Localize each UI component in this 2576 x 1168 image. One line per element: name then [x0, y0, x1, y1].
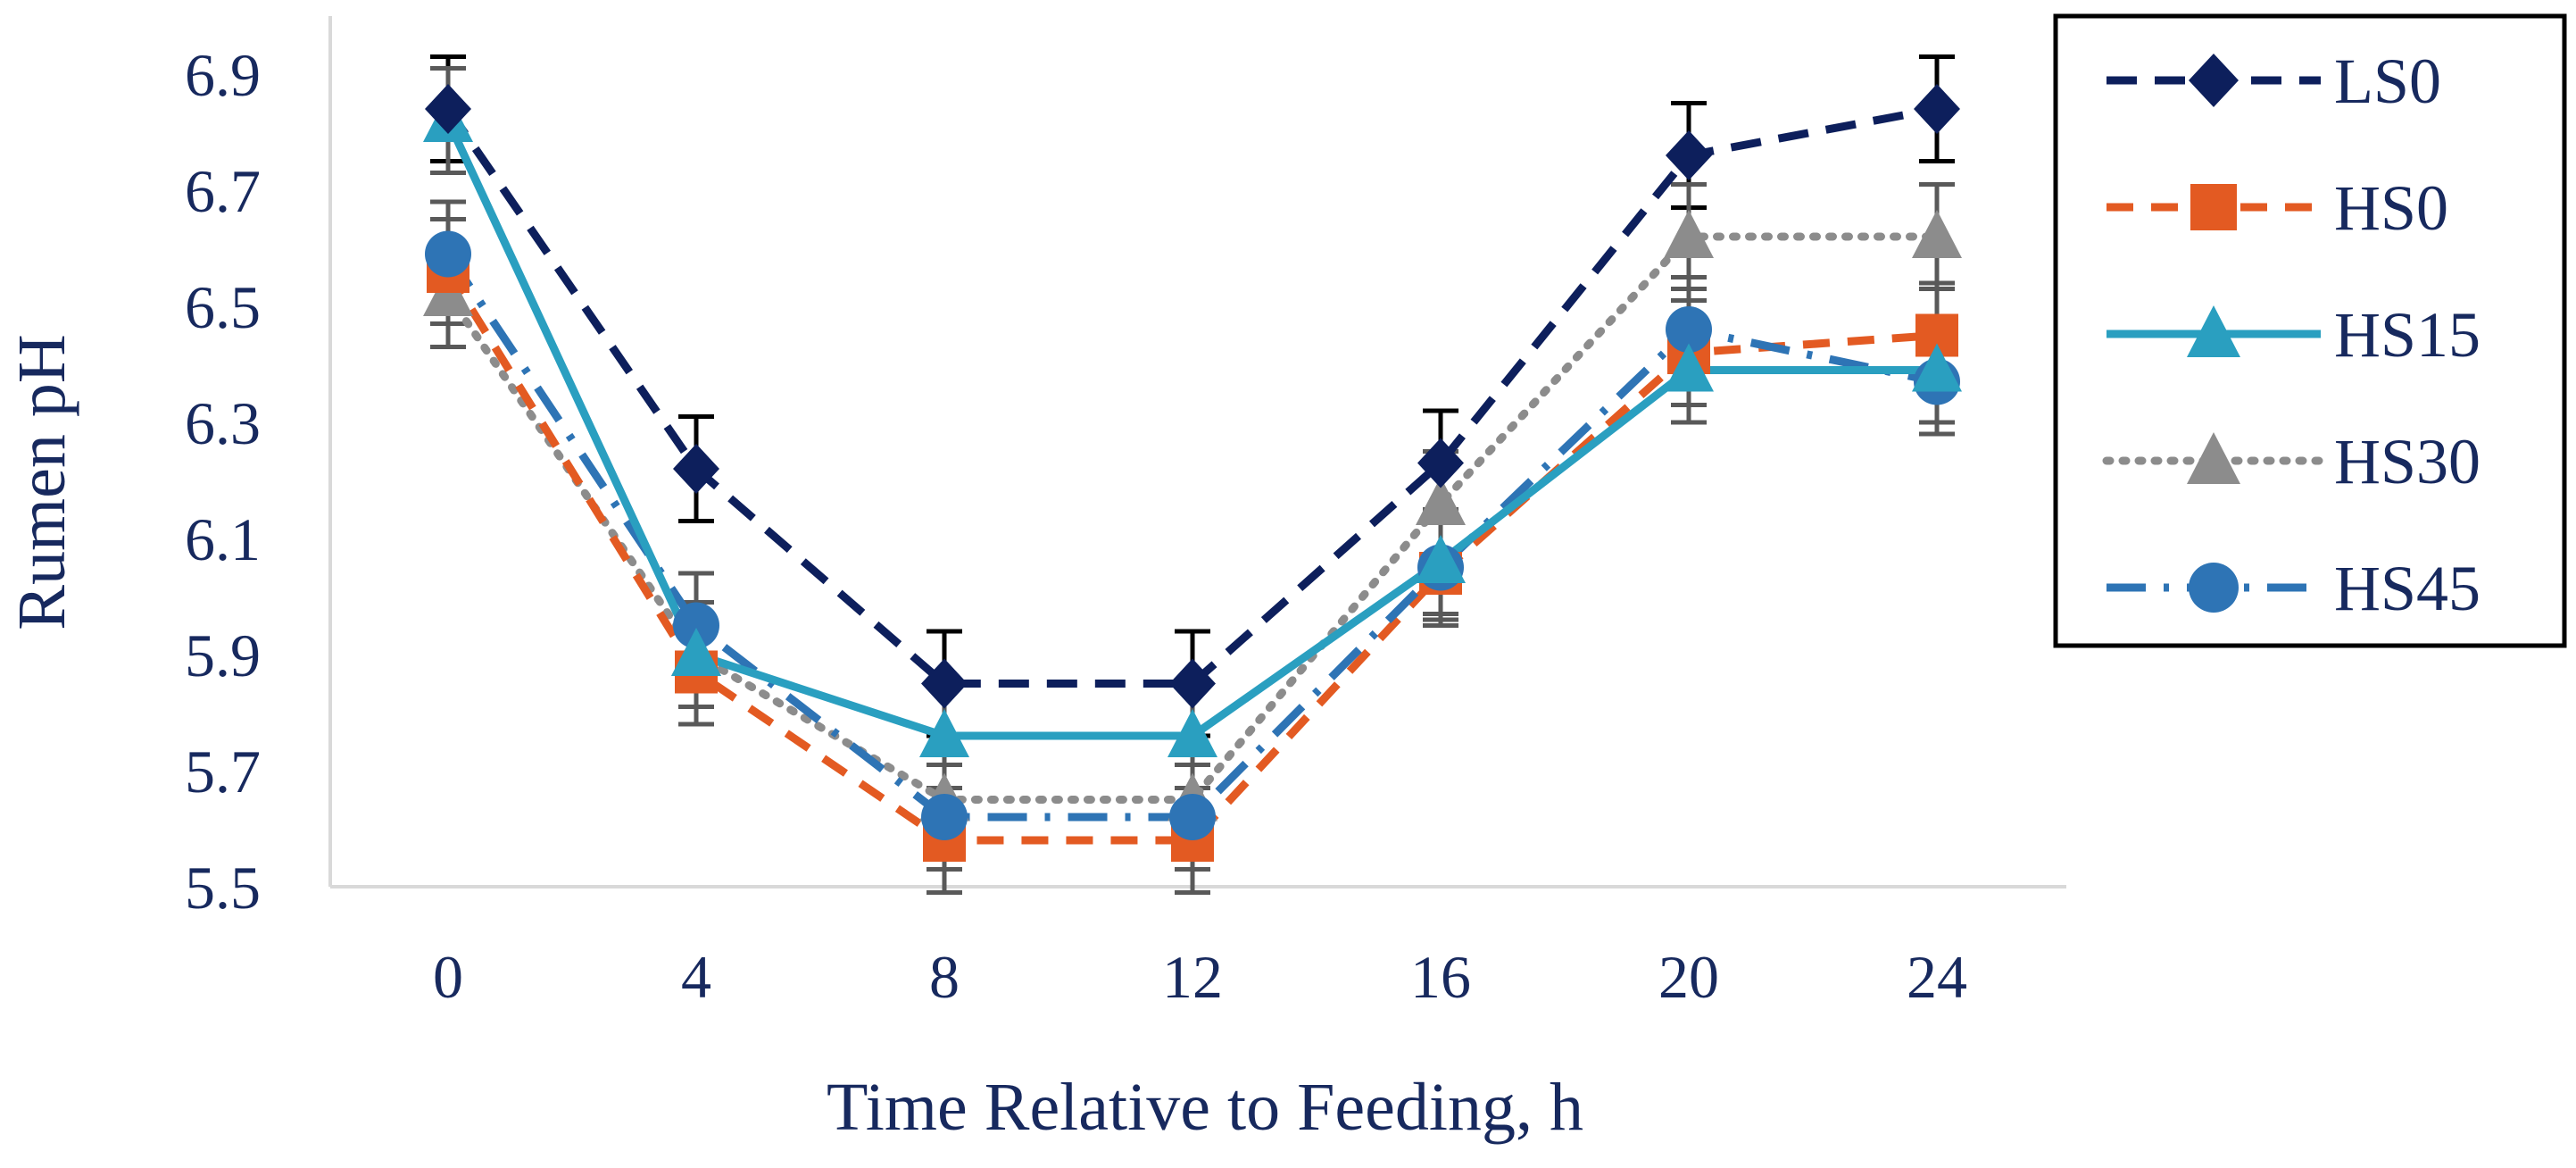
series-markers	[423, 84, 1962, 862]
data-point-hs45	[1666, 306, 1712, 353]
tick-labels: 5.5 5.7 5.9 6.1 6.3 6.5 6.7 6.9 0 4 8 12 16 20 24	[185, 41, 1967, 1011]
data-point-hs30	[1416, 477, 1466, 525]
x-tick-label: 4	[681, 943, 711, 1011]
data-point-ls0	[1417, 438, 1464, 488]
data-point-ls0	[425, 84, 471, 134]
x-tick-label: 16	[1410, 943, 1471, 1011]
legend-marker-ls0	[2189, 54, 2239, 107]
data-point-hs45	[673, 602, 719, 649]
y-tick-label: 6.5	[185, 273, 261, 341]
data-point-hs15	[671, 628, 721, 676]
data-point-ls0	[1169, 658, 1216, 709]
legend-label-hs45: HS45	[2334, 553, 2480, 624]
x-tick-label: 8	[929, 943, 960, 1011]
data-point-ls0	[673, 444, 719, 494]
x-tick-label: 20	[1658, 943, 1719, 1011]
legend-marker-hs45	[2189, 563, 2239, 613]
y-tick-label: 5.7	[185, 738, 261, 805]
data-point-hs15	[919, 709, 969, 757]
legend-label-ls0: LS0	[2334, 46, 2441, 117]
legend-marker-hs30	[2187, 432, 2240, 484]
data-point-hs15	[1664, 343, 1714, 392]
x-axis-label: Time Relative to Feeding, h	[827, 1070, 1583, 1145]
y-tick-label: 5.5	[185, 854, 261, 922]
y-tick-label: 6.9	[185, 41, 261, 109]
legend-marker-hs15	[2187, 305, 2240, 357]
data-point-hs15	[1168, 709, 1217, 757]
x-tick-label: 12	[1162, 943, 1223, 1011]
legend: LS0 HS0 HS15 HS30 HS45	[2053, 13, 2567, 648]
data-point-hs45	[1169, 794, 1216, 840]
y-tick-label: 6.3	[185, 389, 261, 457]
data-point-hs30	[1912, 210, 1962, 258]
legend-label-hs15: HS15	[2334, 299, 2480, 371]
data-point-ls0	[1914, 84, 1960, 134]
x-tick-label: 24	[1907, 943, 1967, 1011]
x-tick-label: 0	[433, 943, 463, 1011]
data-point-ls0	[921, 658, 968, 709]
y-tick-label: 6.1	[185, 505, 261, 573]
data-point-hs15	[1416, 535, 1466, 583]
y-tick-label: 5.9	[185, 622, 261, 689]
y-axis-label: Rumen pH	[4, 334, 79, 630]
axes	[328, 16, 2066, 889]
legend-label-hs0: HS0	[2334, 172, 2448, 244]
legend-label-hs30: HS30	[2334, 426, 2480, 497]
y-tick-label: 6.7	[185, 157, 261, 225]
legend-marker-hs0	[2190, 184, 2237, 230]
data-point-hs45	[921, 794, 968, 840]
data-point-hs45	[425, 230, 471, 278]
data-point-hs30	[1664, 210, 1714, 258]
data-point-hs15	[1912, 343, 1962, 392]
data-point-ls0	[1666, 130, 1712, 180]
